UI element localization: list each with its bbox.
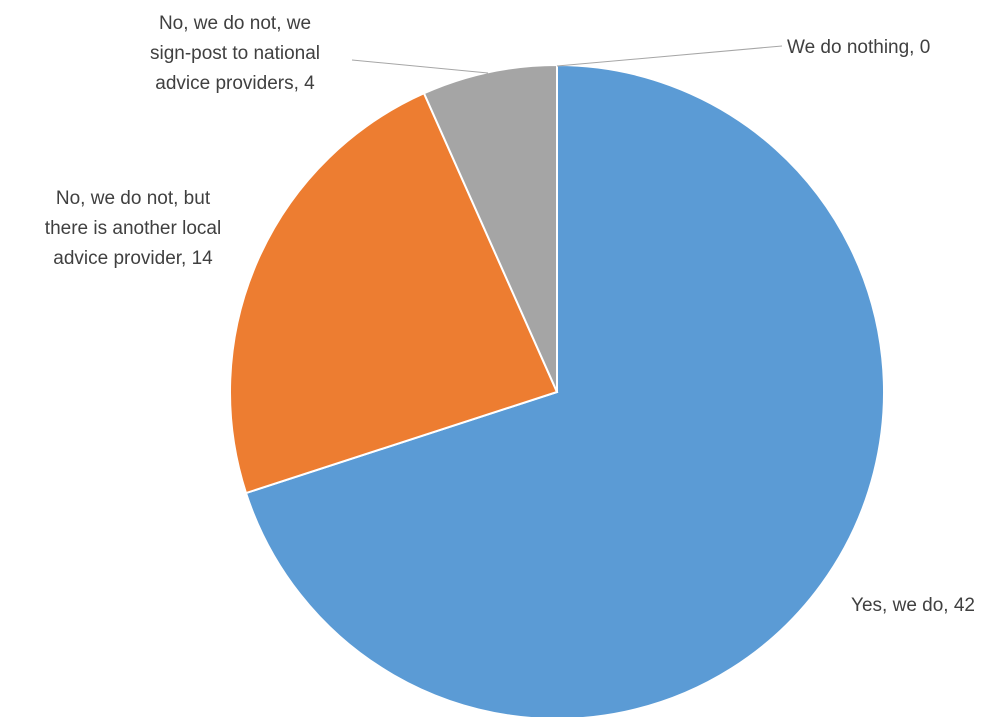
pie-slices xyxy=(229,63,885,717)
leader-lines xyxy=(351,45,783,74)
data-label-2: No, we do not, we sign-post to national ad… xyxy=(150,13,320,94)
data-label-1: No, we do not, but there is another local… xyxy=(45,188,221,269)
leader-line-nothing xyxy=(556,45,783,67)
leader-line-sign-post xyxy=(351,59,489,74)
pie-slice-2 xyxy=(422,63,558,393)
pie-slice-0 xyxy=(244,63,885,717)
data-label-0: Yes, we do, 42 xyxy=(851,595,975,616)
data-labels: Yes, we do, 42 No, we do not, but there is… xyxy=(45,13,975,616)
data-label-3: We do nothing, 0 xyxy=(787,37,930,58)
pie-slice-1 xyxy=(229,91,559,495)
